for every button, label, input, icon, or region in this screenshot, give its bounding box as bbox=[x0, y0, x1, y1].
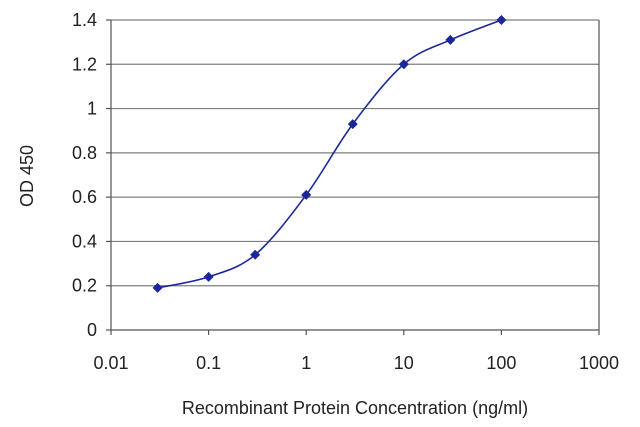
fit-curve bbox=[157, 19, 502, 289]
y-tick-labels: 0 0.2 0.4 0.6 0.8 1 1.2 1.4 bbox=[72, 10, 97, 340]
y-tick-label: 0.8 bbox=[72, 143, 97, 163]
y-tick-label: 1.2 bbox=[72, 54, 97, 74]
x-tick-label: 1 bbox=[301, 353, 311, 373]
data-point bbox=[203, 271, 214, 282]
data-point bbox=[398, 59, 409, 70]
grid-lines bbox=[111, 19, 599, 287]
x-tick-label: 0.01 bbox=[93, 353, 128, 373]
x-axis-title: Recombinant Protein Concentration (ng/ml… bbox=[182, 398, 528, 418]
x-tick-labels: 0.01 0.1 1 10 100 1000 bbox=[93, 353, 619, 373]
y-tick-label: 0.4 bbox=[72, 231, 97, 251]
data-point bbox=[496, 15, 507, 25]
data-point bbox=[250, 249, 261, 260]
y-tick-label: 0.2 bbox=[72, 276, 97, 296]
x-tick-label: 0.1 bbox=[196, 353, 221, 373]
data-point bbox=[301, 189, 312, 200]
data-point bbox=[152, 282, 163, 293]
data-point bbox=[445, 34, 456, 45]
data-points bbox=[152, 15, 507, 293]
fit-curve-layer bbox=[157, 19, 502, 289]
y-tick-label: 1 bbox=[87, 99, 97, 119]
y-tick-label: 0 bbox=[87, 320, 97, 340]
x-tick-label: 100 bbox=[486, 353, 516, 373]
x-tick-label: 10 bbox=[394, 353, 414, 373]
y-tick-label: 0.6 bbox=[72, 187, 97, 207]
axes bbox=[106, 19, 600, 335]
y-axis-title: OD 450 bbox=[17, 145, 37, 207]
x-tick-label: 1000 bbox=[579, 353, 619, 373]
y-tick-label: 1.4 bbox=[72, 10, 97, 30]
data-point bbox=[347, 119, 358, 130]
